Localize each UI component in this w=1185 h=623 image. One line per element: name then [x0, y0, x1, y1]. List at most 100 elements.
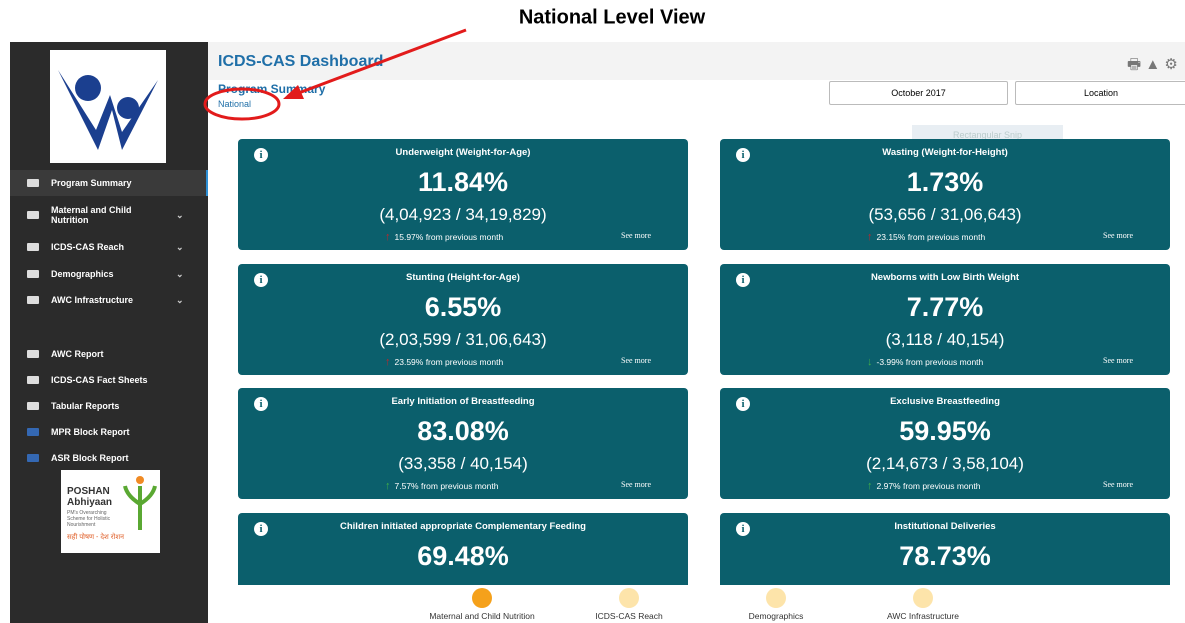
sidebar: Program Summary Maternal and Child Nutrit…	[10, 42, 208, 623]
menu-icon	[27, 270, 39, 278]
logo-figure	[123, 476, 157, 530]
change-text: 23.15% from previous month	[876, 232, 986, 242]
logo-name: POSHAN	[67, 486, 110, 497]
menu-icon	[27, 376, 39, 384]
card-title: Wasting (Weight-for-Height)	[882, 147, 1008, 158]
info-icon[interactable]: i	[254, 397, 268, 411]
nav-tab[interactable]: AWC Infrastructure	[843, 588, 1003, 621]
card-title: Newborns with Low Birth Weight	[870, 271, 1020, 283]
arrow-head	[283, 85, 304, 99]
see-more[interactable]: See more	[1103, 480, 1133, 489]
see-more[interactable]: See more	[621, 355, 651, 365]
tab-dot	[913, 588, 933, 608]
menu-item[interactable]: ICDS-CAS Fact Sheets	[10, 367, 206, 393]
menu-chevron: ⌄	[176, 294, 184, 305]
card-title: Institutional Deliveries	[894, 520, 996, 532]
info-icon[interactable]: i	[254, 521, 268, 536]
trend-arrow: ↑	[385, 480, 391, 492]
menu-icon	[27, 350, 39, 358]
menu-label: ICDS-CAS Fact Sheets	[51, 375, 148, 385]
kpi-card: i Early Initiation of Breastfeeding 83.08%…	[238, 388, 688, 499]
change-text: 2.97% from previous month	[876, 481, 981, 491]
menu-item[interactable]: MPR Block Report	[10, 419, 206, 445]
tab-dot	[619, 588, 639, 608]
dashboard-title: ICDS-CAS Dashboard	[218, 53, 384, 70]
card-title: Stunting (Height-for-Age)	[406, 271, 520, 283]
change-text: 15.97% from previous month	[394, 232, 504, 242]
info-icon[interactable]: i	[736, 521, 750, 536]
kpi-card: i Stunting (Height-for-Age) 6.55% (2,03,599…	[238, 263, 688, 375]
menu-label: ASR Block Report	[51, 453, 129, 463]
trend-arrow: ↑	[385, 231, 391, 243]
nav-tab[interactable]: ICDS-CAS Reach	[549, 588, 709, 621]
toolbar-icons[interactable]: 🖶 ▲ ⚙	[1127, 56, 1178, 73]
logo-art	[58, 70, 158, 150]
trend-arrow: ↑	[867, 231, 873, 243]
nav-tab[interactable]: Maternal and Child Nutrition	[402, 588, 562, 621]
tab-label: Maternal and Child Nutrition	[429, 611, 535, 621]
menu-icon	[27, 402, 39, 410]
card-value: 78.73%	[899, 540, 991, 571]
tab-label: Demographics	[748, 611, 804, 621]
tab-label: AWC Infrastructure	[887, 611, 959, 621]
location-filter[interactable]: Location	[1015, 81, 1185, 105]
menu-label: Tabular Reports	[51, 401, 120, 411]
card-change: ↑ 2.97% from previous month	[867, 480, 980, 492]
see-more[interactable]: See more	[1103, 355, 1133, 365]
trend-arrow: ↑	[385, 355, 391, 368]
see-more[interactable]: See more	[1103, 231, 1133, 240]
kpi-card: i Underweight (Weight-for-Age) 11.84% (4,04…	[238, 139, 688, 250]
nav-tab[interactable]: Demographics	[696, 588, 856, 621]
menu-label: Demographics	[51, 269, 114, 279]
kpi-card: i Institutional Deliveries 78.73%	[720, 512, 1170, 585]
header-bar	[208, 42, 1185, 80]
card-value: 7.77%	[906, 291, 984, 322]
kpi-card: i Newborns with Low Birth Weight 7.77% (3,1…	[720, 263, 1170, 375]
menu-item[interactable]: ICDS-CAS Reach ⌄	[10, 234, 206, 260]
date-filter[interactable]: October 2017	[829, 81, 1008, 105]
menu-item[interactable]: Demographics ⌄	[10, 261, 206, 287]
breadcrumb[interactable]: National	[218, 99, 252, 109]
card-value: 1.73%	[906, 167, 984, 197]
menu-icon	[27, 428, 39, 436]
menu-chevron: ⌄	[176, 209, 184, 220]
info-icon[interactable]: i	[736, 148, 750, 162]
menu-item[interactable]: AWC Infrastructure ⌄	[10, 287, 206, 313]
menu-label: Program Summary	[51, 178, 132, 188]
menu-icon	[27, 243, 39, 251]
menu-item[interactable]: Maternal and Child Nutrition ⌄	[10, 196, 206, 234]
card-value: 83.08%	[417, 416, 509, 446]
menu-label: MPR Block Report	[51, 427, 130, 437]
card-change: ↑ 7.57% from previous month	[385, 480, 498, 492]
menu-chevron: ⌄	[176, 268, 184, 279]
see-more[interactable]: See more	[621, 231, 651, 240]
menu-item[interactable]: ASR Block Report	[10, 445, 206, 471]
menu-item[interactable]: AWC Report	[10, 341, 206, 367]
menu-icon	[27, 296, 39, 304]
logo	[50, 50, 166, 163]
menu-item[interactable]: Tabular Reports	[10, 393, 206, 419]
menu-item[interactable]: Program Summary	[10, 170, 208, 196]
logo-tagline: PM's Overarching Scheme for Holistic Nou…	[67, 510, 111, 528]
info-icon[interactable]: i	[736, 272, 750, 287]
card-title: Children initiated appropriate Complemen…	[340, 520, 586, 532]
logo-name2: Abhiyaan	[67, 497, 113, 508]
annotation-arrow	[295, 28, 467, 96]
card-ratio: (53,656 / 31,06,643)	[868, 205, 1022, 224]
kpi-card: i Children initiated appropriate Compleme…	[238, 512, 688, 585]
tab-label: ICDS-CAS Reach	[595, 611, 663, 621]
info-icon[interactable]: i	[254, 272, 268, 287]
menu-icon	[27, 211, 39, 219]
info-icon[interactable]: i	[254, 148, 268, 162]
card-ratio: (2,14,673 / 3,58,104)	[866, 454, 1024, 473]
tab-dot	[472, 588, 492, 608]
card-value: 6.55%	[424, 291, 502, 322]
card-ratio: (3,118 / 40,154)	[885, 329, 1005, 349]
card-ratio: (4,04,923 / 34,19,829)	[379, 205, 547, 224]
kpi-card: i Exclusive Breastfeeding 59.95% (2,14,673 …	[720, 388, 1170, 499]
info-icon[interactable]: i	[736, 397, 750, 411]
menu-label: Maternal and Child Nutrition	[51, 205, 132, 225]
menu-icon	[27, 454, 39, 462]
see-more[interactable]: See more	[621, 480, 651, 489]
